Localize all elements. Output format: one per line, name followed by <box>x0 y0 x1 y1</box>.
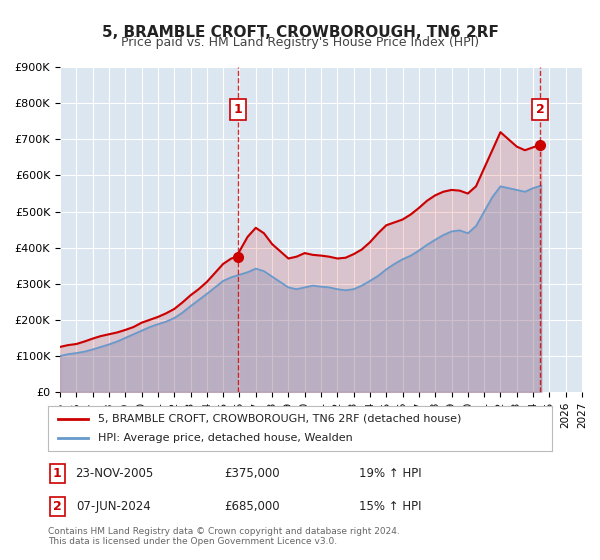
Text: Price paid vs. HM Land Registry's House Price Index (HPI): Price paid vs. HM Land Registry's House … <box>121 36 479 49</box>
Text: 23-NOV-2005: 23-NOV-2005 <box>75 466 153 480</box>
Text: 2: 2 <box>536 103 545 116</box>
Text: 1: 1 <box>233 103 242 116</box>
Text: 1: 1 <box>53 466 61 480</box>
Text: £375,000: £375,000 <box>224 466 280 480</box>
Text: 5, BRAMBLE CROFT, CROWBOROUGH, TN6 2RF (detached house): 5, BRAMBLE CROFT, CROWBOROUGH, TN6 2RF (… <box>98 413 462 423</box>
Text: 07-JUN-2024: 07-JUN-2024 <box>77 500 151 514</box>
Text: HPI: Average price, detached house, Wealden: HPI: Average price, detached house, Weal… <box>98 433 353 444</box>
Text: Contains HM Land Registry data © Crown copyright and database right 2024.
This d: Contains HM Land Registry data © Crown c… <box>48 526 400 546</box>
Text: 15% ↑ HPI: 15% ↑ HPI <box>359 500 421 514</box>
Text: 5, BRAMBLE CROFT, CROWBOROUGH, TN6 2RF: 5, BRAMBLE CROFT, CROWBOROUGH, TN6 2RF <box>101 25 499 40</box>
Text: £685,000: £685,000 <box>224 500 280 514</box>
Text: 2: 2 <box>53 500 61 514</box>
Text: 19% ↑ HPI: 19% ↑ HPI <box>359 466 421 480</box>
